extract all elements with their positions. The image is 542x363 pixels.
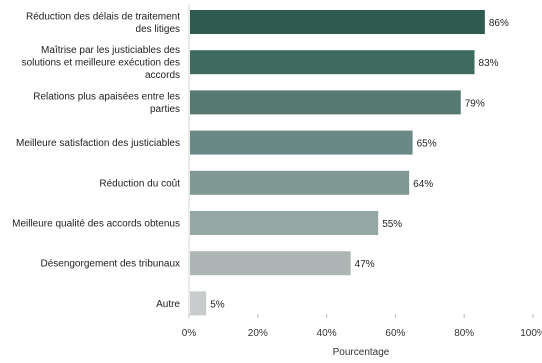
category-label: Désengorgement des tribunaux <box>40 259 180 270</box>
bar <box>190 291 207 316</box>
bar <box>190 10 485 34</box>
bar-value-label: 83% <box>479 58 499 69</box>
bar <box>190 251 351 276</box>
category-label: Maîtrise par les justiciables des solutio… <box>22 45 180 81</box>
bars-layer: 86% 83% 79% 65% 64% 55% 47% 5% <box>190 10 509 316</box>
bar-value-label: 65% <box>417 139 437 150</box>
category-label: Meilleure satisfaction des justiciables <box>16 138 180 149</box>
category-label: Relations plus apaisées entre les parties <box>33 92 180 116</box>
x-tick-label: 20% <box>248 328 268 339</box>
bar <box>190 90 461 115</box>
category-label: Réduction des délais de traitement des li… <box>26 11 180 35</box>
bar <box>190 50 475 75</box>
x-tick-label: 60% <box>385 328 405 339</box>
x-axis: 0% 20% 40% 60% 80% 100% <box>182 4 542 339</box>
bar-value-label: 55% <box>382 219 402 230</box>
bar-value-label: 5% <box>210 299 225 310</box>
category-label: Autre <box>156 299 180 310</box>
bar <box>190 211 379 235</box>
x-tick-label: 0% <box>182 328 197 339</box>
bar <box>190 130 413 155</box>
bar-value-label: 86% <box>489 18 509 29</box>
category-labels-layer: Réduction des délais de traitement des li… <box>12 11 180 310</box>
category-label: Réduction du coût <box>99 178 180 189</box>
bar-value-label: 79% <box>465 98 485 109</box>
category-label: Meilleure qualité des accords obtenus <box>12 219 180 230</box>
x-tick-label: 100% <box>520 328 542 339</box>
x-tick-label: 80% <box>454 328 474 339</box>
bar <box>190 170 410 195</box>
bar-value-label: 64% <box>413 179 433 190</box>
x-tick-label: 40% <box>317 328 337 339</box>
bar-value-label: 47% <box>355 259 375 270</box>
x-axis-title: Pourcentage <box>333 347 390 358</box>
